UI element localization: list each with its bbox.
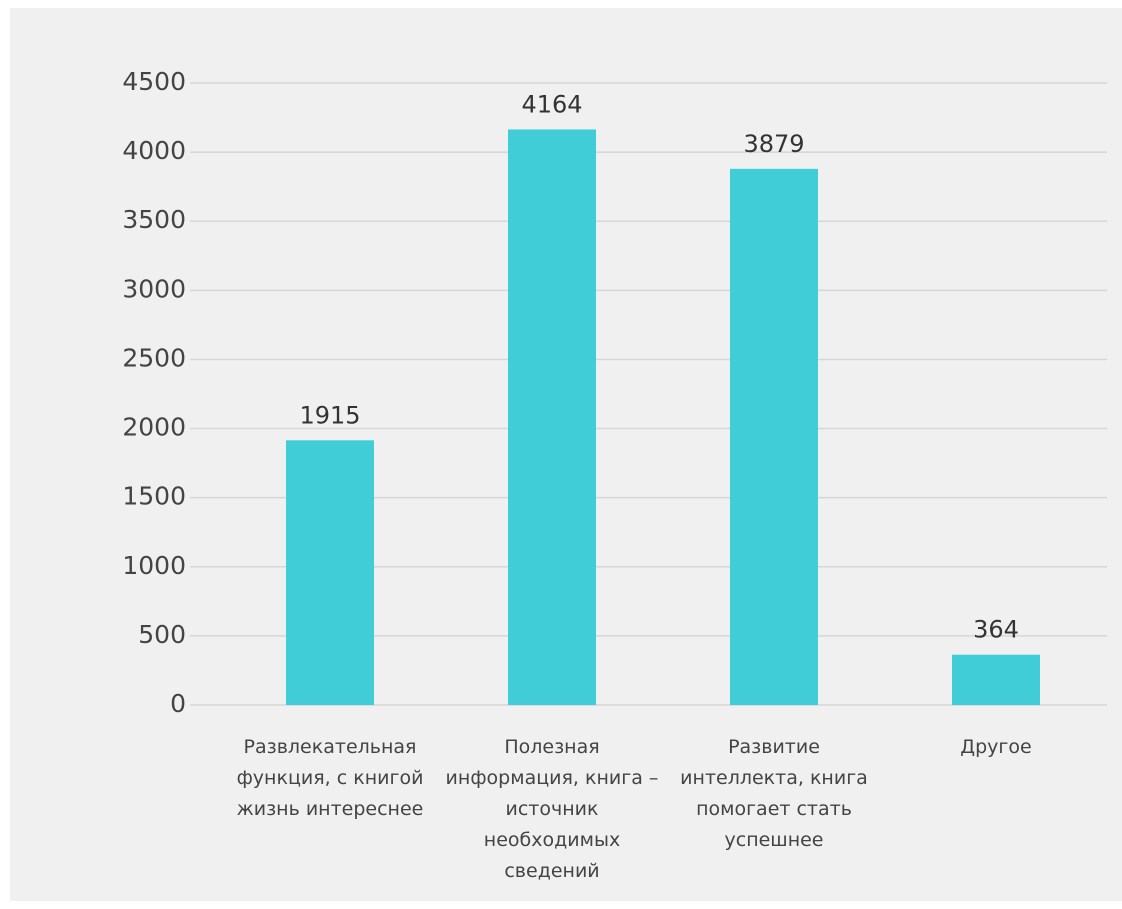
y-tick-label: 2500 [122, 343, 186, 372]
y-tick-label: 3500 [122, 205, 186, 234]
x-tick-label: Другое [960, 736, 1032, 758]
bar [952, 654, 1040, 705]
y-tick-label: 3000 [122, 274, 186, 303]
y-tick-label: 4000 [122, 136, 186, 165]
y-tick-label: 2000 [122, 413, 186, 442]
x-tick-label: Полезная информация, книга – источник не… [445, 736, 659, 882]
y-tick-label: 1000 [122, 551, 186, 580]
y-tick-label: 500 [138, 620, 186, 649]
value-label: 3879 [743, 130, 804, 158]
y-tick-label: 4500 [122, 67, 186, 96]
value-label: 1915 [299, 401, 360, 429]
x-tick-label: Развлекательная функция, с книгой жизнь … [236, 736, 424, 820]
x-tick-label: Развитие интеллекта, книга помогает стат… [680, 736, 868, 851]
bar [730, 168, 818, 705]
y-tick-label: 0 [170, 689, 186, 718]
value-label: 4164 [521, 90, 582, 118]
value-label: 364 [973, 616, 1019, 644]
bar [286, 440, 374, 705]
bar [508, 129, 596, 705]
y-tick-label: 1500 [122, 482, 186, 511]
